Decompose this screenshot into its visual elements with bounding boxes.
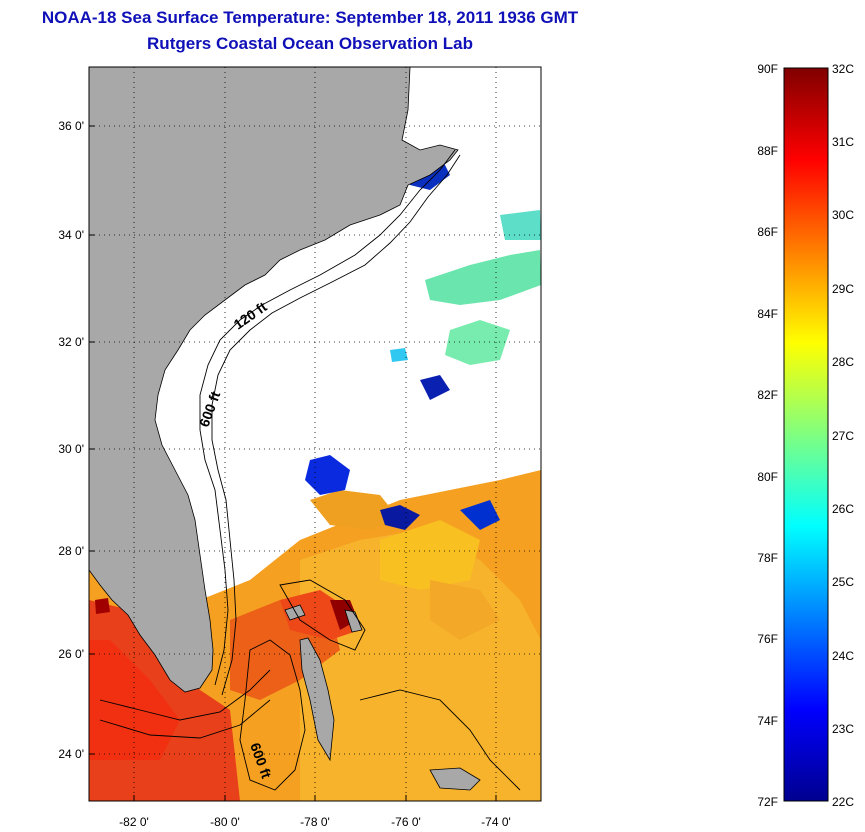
colorbar-f-label: 84F [757, 307, 778, 321]
colorbar-f-label: 74F [757, 714, 778, 728]
grid-lines [89, 67, 541, 801]
colorbar-f-label: 86F [757, 225, 778, 239]
bahamas-islands [299, 637, 335, 762]
lat-tick-label: 24 0' [58, 747, 84, 761]
colorbar-c-label: 29C [832, 282, 854, 296]
sst-data-layer [89, 155, 541, 801]
bathymetry-contours [99, 149, 521, 791]
colorbar-f-label: 78F [757, 551, 778, 565]
land-mass [89, 67, 459, 693]
lat-tick-label: 32 0' [58, 335, 84, 349]
colorbar-c-label: 24C [832, 649, 854, 663]
lat-tick-label: 34 0' [58, 228, 84, 242]
colorbar-c-label: 23C [832, 722, 854, 736]
colorbar-f-label: 82F [757, 388, 778, 402]
colorbar-c-label: 27C [832, 429, 854, 443]
colorbar-f-label: 88F [757, 144, 778, 158]
lon-tick-label: -82 0' [119, 815, 149, 829]
lat-tick-label: 30 0' [58, 442, 84, 456]
colorbar-c-label: 31C [832, 135, 854, 149]
map-subtitle: Rutgers Coastal Ocean Observation Lab [147, 34, 473, 53]
colorbar-f-label: 76F [757, 632, 778, 646]
lon-tick-label: -78 0' [300, 815, 330, 829]
lon-tick-label: -76 0' [391, 815, 421, 829]
lat-tick-label: 36 0' [58, 119, 84, 133]
lon-tick-label: -74 0' [481, 815, 511, 829]
colorbar [783, 67, 829, 802]
colorbar-c-label: 32C [832, 62, 854, 76]
colorbar-f-label: 80F [757, 470, 778, 484]
colorbar-c-label: 26C [832, 502, 854, 516]
lon-tick-label: -80 0' [210, 815, 240, 829]
colorbar-f-label: 90F [757, 62, 778, 76]
map-title: NOAA-18 Sea Surface Temperature: Septemb… [41, 8, 579, 27]
colorbar-c-label: 22C [832, 795, 854, 809]
colorbar-f-label: 72F [757, 795, 778, 809]
colorbar-c-label: 25C [832, 575, 854, 589]
colorbar-c-label: 30C [832, 208, 854, 222]
lat-tick-label: 26 0' [58, 647, 84, 661]
lat-tick-label: 28 0' [58, 544, 84, 558]
colorbar-c-label: 28C [832, 355, 854, 369]
